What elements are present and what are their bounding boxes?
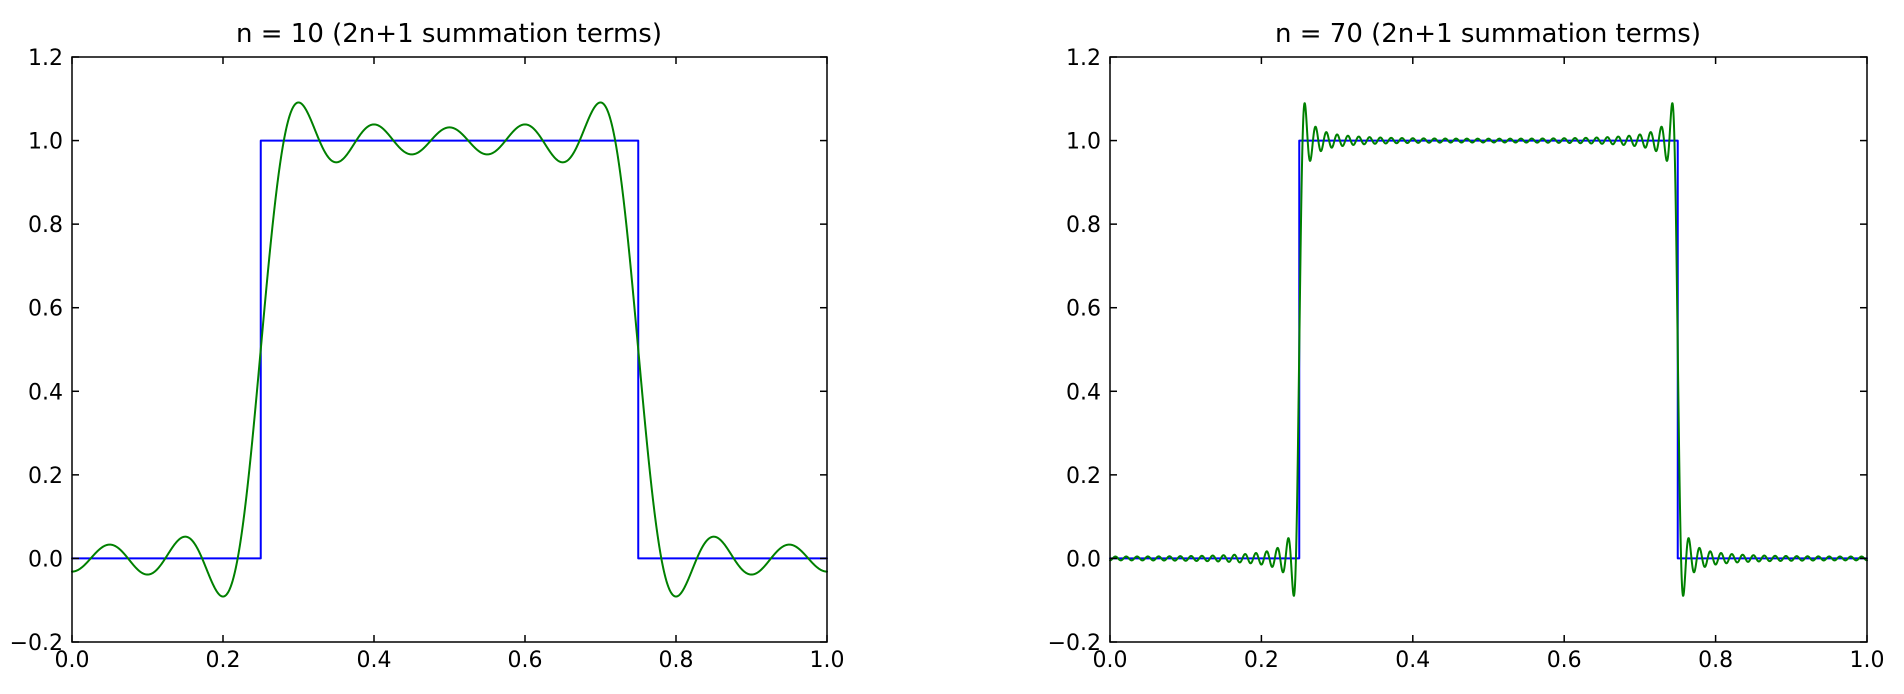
y-tick-label: 0.2 (1066, 464, 1101, 489)
y-tick-label: −0.2 (10, 631, 63, 656)
y-tick-label: 0.8 (1066, 213, 1101, 238)
axes-spines (71, 56, 828, 643)
x-tick-label: 0.2 (1244, 648, 1279, 673)
subplot-right: 0.0 0.2 0.4 0.6 0.8 1.0−0.20.00.20.40.60.81.0… (1048, 46, 1885, 673)
x-tick-label: 0.4 (1395, 648, 1430, 673)
y-tick-label: 1.0 (1066, 130, 1101, 155)
x-tick-label: 0.6 (1547, 648, 1582, 673)
y-tick-label: 0.6 (1066, 297, 1101, 322)
x-tick-label: 0.2 (206, 648, 241, 673)
y-tick-label: 0.0 (28, 547, 63, 572)
subplot-left-title: n = 10 (2n+1 summation terms) (235, 19, 663, 49)
x-tick-label: 1.0 (1850, 648, 1885, 673)
y-tick-label: 1.2 (1066, 46, 1101, 71)
x-tick-label: 0.0 (1093, 648, 1128, 673)
subplot-right-title: n = 70 (2n+1 summation terms) (1274, 19, 1702, 49)
x-tick-label: 0.0 (55, 648, 90, 673)
y-tick-label: 0.6 (28, 297, 63, 322)
y-tick-label: 0.4 (1066, 380, 1101, 405)
y-tick-label: 1.0 (28, 130, 63, 155)
y-tick-label: 0.2 (28, 464, 63, 489)
y-tick-label: 0.4 (28, 380, 63, 405)
series-square-wave (1109, 139, 1868, 560)
y-tick-label: −0.2 (1048, 631, 1101, 656)
y-tick-label: 1.2 (28, 46, 63, 71)
x-tick-label: 0.4 (357, 648, 392, 673)
series-fourier-partial-sum (71, 101, 828, 598)
y-tick-label: 0.0 (1066, 547, 1101, 572)
series-fourier-partial-sum (1109, 102, 1868, 597)
x-tick-label: 0.8 (659, 648, 694, 673)
x-tick-label: 1.0 (810, 648, 845, 673)
subplot-left: 0.0 0.2 0.4 0.6 0.8 1.0−0.20.00.20.40.60.81.0… (10, 46, 845, 673)
axes-spines (1109, 56, 1868, 643)
x-tick-label: 0.6 (508, 648, 543, 673)
series-square-wave (71, 139, 828, 560)
y-tick-label: 0.8 (28, 213, 63, 238)
x-tick-label: 0.8 (1698, 648, 1733, 673)
